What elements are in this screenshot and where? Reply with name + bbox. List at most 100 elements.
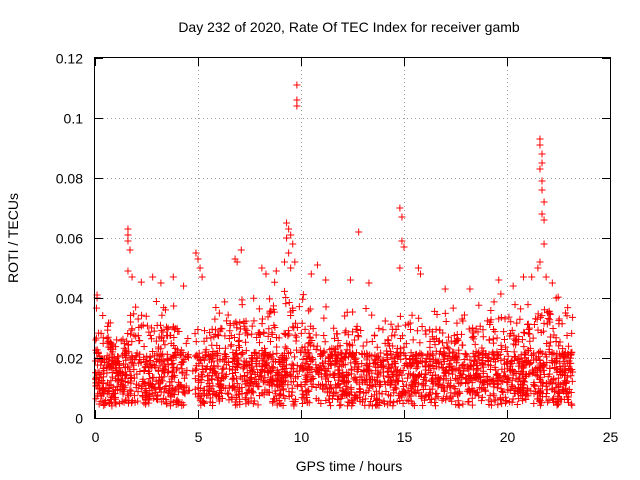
data-point [468,394,476,402]
data-point [211,350,219,358]
data-point [529,334,537,342]
y-tick-label: 0.1 [64,111,84,127]
data-point [397,349,405,357]
data-point [158,398,166,406]
data-point [357,326,365,334]
data-point [105,319,113,327]
data-point [384,379,392,387]
data-point [456,372,464,380]
data-point [522,371,530,379]
data-point [212,391,220,399]
data-point [289,306,297,314]
data-point [112,358,120,366]
data-point [206,382,214,390]
data-point [412,389,420,397]
data-point [210,333,218,341]
data-point [478,351,486,359]
data-point [554,388,562,396]
data-point [546,310,554,318]
data-point [510,331,518,339]
data-point [497,396,505,404]
data-point [402,340,410,348]
data-point [216,386,224,394]
data-point [239,350,247,358]
data-point [345,340,353,348]
data-point [235,330,243,338]
data-point [127,379,135,387]
data-point [478,344,486,352]
data-point [409,351,417,359]
data-point [158,358,166,366]
data-point [207,334,215,342]
data-point [164,361,172,369]
data-point [137,278,145,286]
data-point [158,373,166,381]
data-point [359,396,367,404]
data-point [118,375,126,383]
data-point [567,400,575,408]
data-point [489,348,497,356]
data-point [235,360,243,368]
data-points [91,81,577,410]
data-point [287,312,295,320]
data-point [402,381,410,389]
data-point [474,328,482,336]
data-point [497,341,505,349]
data-point [109,390,117,398]
data-point [134,397,142,405]
data-point [160,304,168,312]
data-point [479,360,487,368]
data-point [298,319,306,327]
data-point [289,378,297,386]
data-point [284,327,292,335]
data-point [512,353,520,361]
data-point [504,352,512,360]
data-point [398,237,406,245]
data-point [554,293,562,301]
data-point [242,347,250,355]
data-point [496,350,504,358]
data-point [192,249,200,257]
data-point [281,258,289,266]
x-axis-label: GPS time / hours [296,458,403,474]
data-point [334,336,342,344]
data-point [168,360,176,368]
data-point [458,379,466,387]
data-point [472,348,480,356]
data-point [241,394,249,402]
data-point [538,177,546,185]
data-point [545,396,553,404]
data-point [216,393,224,401]
data-point [348,402,356,410]
data-point [129,355,137,363]
data-point [104,360,112,368]
data-point [182,371,190,379]
data-point [126,367,134,375]
data-point [299,295,307,303]
data-point [312,361,320,369]
data-point [257,368,265,376]
data-point [396,312,404,320]
data-point [212,326,220,334]
data-point [263,378,271,386]
data-point [173,396,181,404]
data-point [432,402,439,410]
data-point [283,361,291,369]
data-point [268,329,276,337]
data-point [170,323,178,331]
data-point [206,329,214,337]
data-point [238,384,246,392]
data-point [547,338,555,346]
data-point [249,389,257,397]
data-point [255,305,263,313]
data-point [94,379,102,387]
data-point [287,372,295,380]
data-point [180,282,188,290]
data-point [194,326,202,334]
data-point [507,387,515,395]
data-point [134,388,142,396]
data-point [524,392,532,400]
data-point [464,378,472,386]
data-point [559,354,567,362]
data-point [252,380,260,388]
